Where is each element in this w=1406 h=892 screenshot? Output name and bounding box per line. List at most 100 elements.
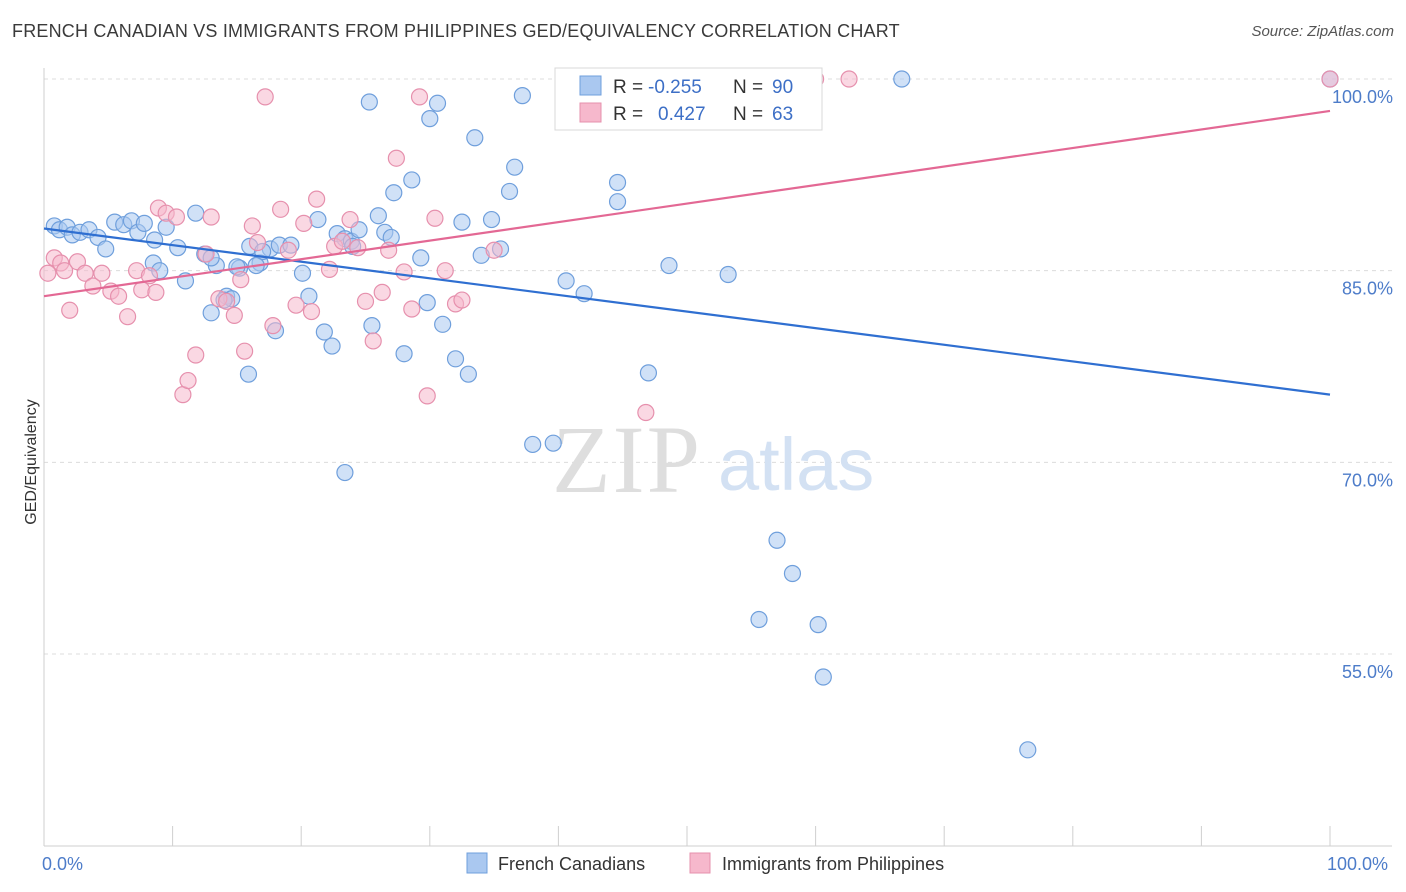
point-blue-83 <box>418 294 436 312</box>
trend-line-pink <box>43 109 1331 298</box>
point-pink-5 <box>76 264 94 282</box>
point-blue-54 <box>506 158 524 176</box>
point-pink-61 <box>1321 70 1339 88</box>
point-blue-81 <box>363 317 381 335</box>
point-pink-28 <box>243 217 261 235</box>
point-pink-19 <box>179 371 197 390</box>
chart-title: FRENCH CANADIAN VS IMMIGRANTS FROM PHILI… <box>12 21 900 41</box>
point-pink-32 <box>272 200 290 218</box>
source-credit: Source: ZipAtlas.com <box>1251 23 1394 40</box>
point-pink-3 <box>61 301 79 319</box>
point-pink-30 <box>256 88 274 106</box>
point-pink-26 <box>232 271 250 289</box>
watermark: ZIP atlas <box>552 406 874 513</box>
legend-bottom: French Canadians Immigrants from Philipp… <box>466 852 944 874</box>
point-pink-35 <box>295 214 313 232</box>
point-pink-62 <box>55 262 74 280</box>
trend-lines <box>43 109 1331 396</box>
point-pink-10 <box>118 308 137 326</box>
y-tick-label-2: 70.0% <box>1342 470 1393 490</box>
point-blue-37 <box>369 207 387 225</box>
point-blue-57 <box>544 434 562 452</box>
point-blue-70 <box>814 668 832 686</box>
y-axis-title: GED/Equivalency <box>23 399 40 524</box>
point-pink-22 <box>202 208 220 226</box>
point-pink-49 <box>403 300 421 318</box>
point-blue-60 <box>608 173 627 192</box>
point-blue-39 <box>385 184 403 202</box>
y-tick-labels: 100.0% 85.0% 70.0% 55.0% <box>1332 87 1393 682</box>
point-blue-78 <box>239 365 258 383</box>
point-blue-55 <box>513 87 531 105</box>
point-pink-44 <box>364 332 382 350</box>
point-pink-7 <box>93 264 111 282</box>
point-blue-47 <box>453 213 471 231</box>
point-blue-29 <box>309 210 327 229</box>
point-blue-42 <box>412 249 430 267</box>
legend-top: R = -0.255 N = 90 R = 0.427 N = 63 <box>554 67 823 131</box>
point-pink-53 <box>436 262 454 280</box>
point-blue-76 <box>202 304 220 322</box>
legend-r-label-blue: R = <box>613 77 643 98</box>
x-tick-label-max: 100.0% <box>1327 854 1388 874</box>
watermark-atlas: atlas <box>718 423 874 506</box>
point-blue-49 <box>466 129 484 147</box>
point-pink-29 <box>248 233 267 252</box>
point-pink-40 <box>333 232 351 250</box>
point-blue-7 <box>97 240 115 258</box>
point-pink-50 <box>410 88 429 106</box>
point-pink-52 <box>426 209 444 227</box>
legend-swatch-pink <box>579 102 602 123</box>
trend-line-blue <box>43 227 1331 396</box>
point-blue-45 <box>434 315 452 333</box>
legend-n-value-pink: 63 <box>772 104 793 125</box>
point-blue-31 <box>323 337 341 355</box>
legend-n-value-blue: 90 <box>772 77 793 98</box>
point-blue-41 <box>403 171 421 189</box>
point-blue-72 <box>1019 741 1037 759</box>
point-blue-69 <box>809 616 827 634</box>
legend-swatch-blue <box>579 75 602 96</box>
point-blue-36 <box>360 93 378 111</box>
point-pink-41 <box>341 210 359 229</box>
point-blue-16 <box>187 204 205 222</box>
point-pink-25 <box>225 306 243 324</box>
point-pink-46 <box>380 241 398 259</box>
point-blue-40 <box>395 345 413 363</box>
point-blue-51 <box>482 210 501 229</box>
point-pink-12 <box>133 281 151 299</box>
point-blue-15 <box>169 239 187 257</box>
point-blue-80 <box>336 463 354 482</box>
point-pink-48 <box>395 263 413 281</box>
point-blue-67 <box>768 531 786 549</box>
point-pink-9 <box>109 287 128 305</box>
legend-bottom-label-pink: Immigrants from Philippines <box>722 854 944 874</box>
point-blue-44 <box>428 94 447 112</box>
point-pink-14 <box>147 283 165 301</box>
point-pink-37 <box>308 190 326 208</box>
point-pink-20 <box>187 346 205 364</box>
point-pink-47 <box>387 149 405 167</box>
point-pink-45 <box>373 283 391 301</box>
point-pink-0 <box>39 264 57 282</box>
point-pink-33 <box>279 241 297 259</box>
point-pink-51 <box>418 387 436 405</box>
point-pink-34 <box>287 296 305 314</box>
legend-r-value-blue: -0.255 <box>648 77 702 98</box>
point-pink-17 <box>167 208 186 226</box>
point-pink-57 <box>637 403 655 422</box>
point-blue-64 <box>660 256 678 275</box>
point-blue-65 <box>719 265 737 284</box>
point-pink-42 <box>349 239 367 257</box>
point-blue-62 <box>639 364 658 382</box>
point-blue-66 <box>750 610 768 629</box>
x-tick-label-min: 0.0% <box>42 854 83 874</box>
point-blue-43 <box>421 110 439 128</box>
point-pink-27 <box>236 342 254 360</box>
point-pink-56 <box>485 241 503 259</box>
point-pink-60 <box>840 70 858 88</box>
point-pink-36 <box>302 302 321 321</box>
point-pink-43 <box>356 292 375 310</box>
point-blue-13 <box>145 231 164 249</box>
